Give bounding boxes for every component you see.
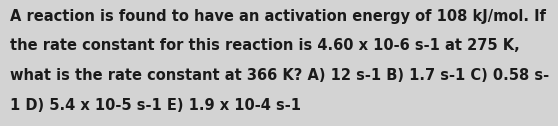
Text: the rate constant for this reaction is 4.60 x 10-6 s-1 at 275 K,: the rate constant for this reaction is 4… <box>10 38 520 53</box>
Text: what is the rate constant at 366 K? A) 12 s-1 B) 1.7 s-1 C) 0.58 s-: what is the rate constant at 366 K? A) 1… <box>10 68 549 83</box>
Text: A reaction is found to have an activation energy of 108 kJ/mol. If: A reaction is found to have an activatio… <box>10 9 546 24</box>
Text: 1 D) 5.4 x 10-5 s-1 E) 1.9 x 10-4 s-1: 1 D) 5.4 x 10-5 s-1 E) 1.9 x 10-4 s-1 <box>10 98 301 113</box>
